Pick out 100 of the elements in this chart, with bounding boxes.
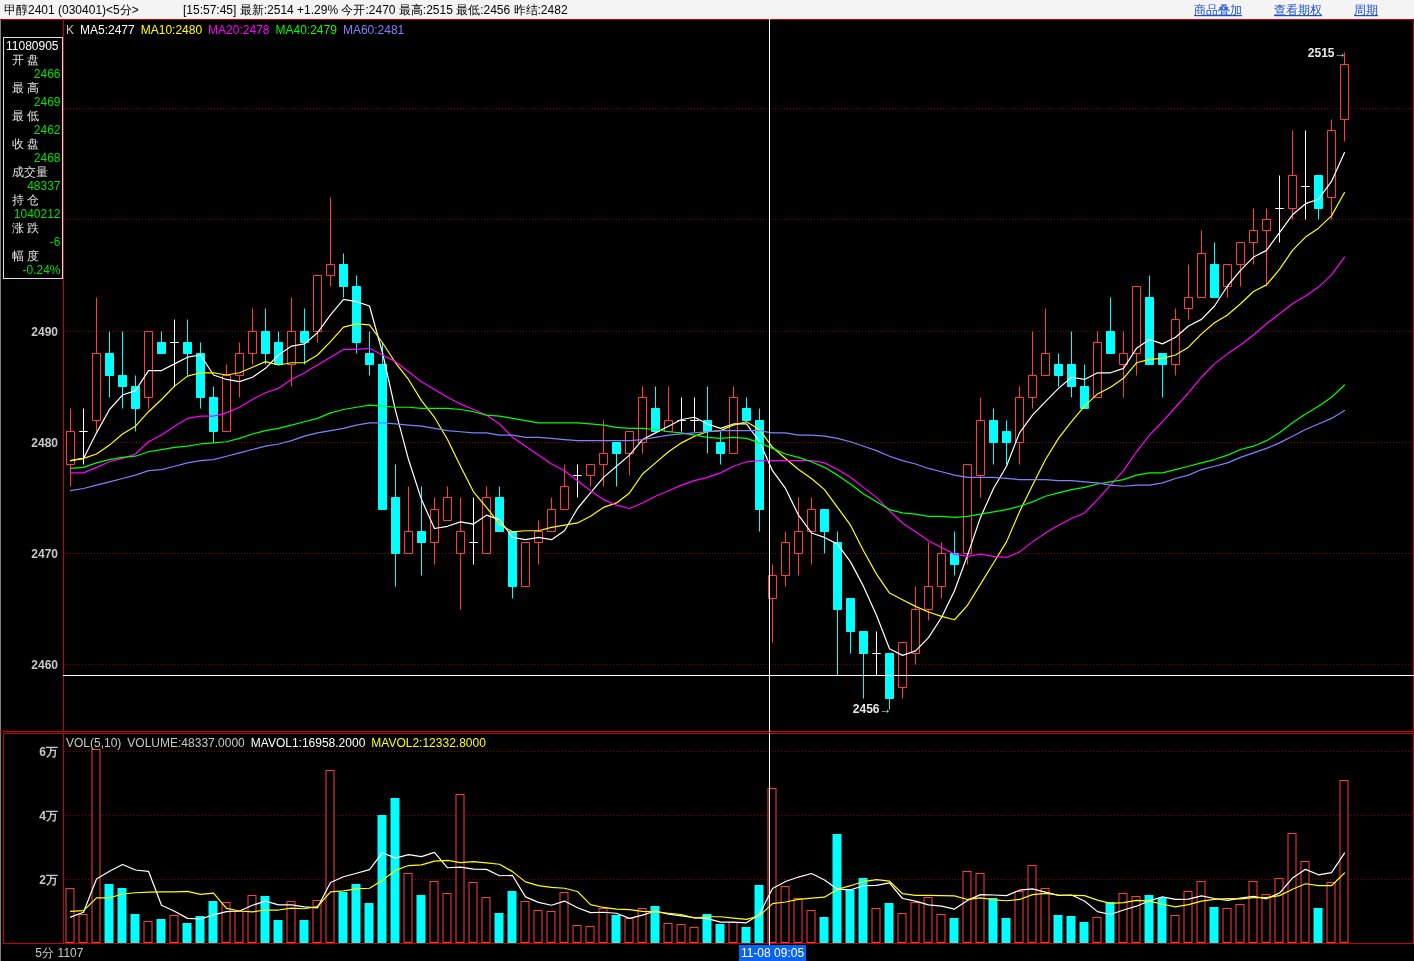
- candlestick: [482, 486, 491, 554]
- candlestick: [144, 331, 153, 409]
- candlestick: [937, 542, 946, 599]
- candlestick: [547, 497, 556, 532]
- candlestick: [911, 586, 920, 665]
- bar: [273, 920, 283, 943]
- text: 持 仓: [11, 193, 39, 207]
- bar: [1118, 893, 1128, 943]
- bar: [130, 914, 140, 943]
- candlestick: [118, 331, 127, 409]
- bar: [1014, 891, 1024, 943]
- bar: [962, 871, 972, 943]
- bar: [1274, 878, 1284, 943]
- bar: [741, 927, 751, 943]
- bar: [403, 873, 413, 943]
- candlestick: [1327, 119, 1336, 220]
- candlestick: [430, 497, 439, 565]
- text: MA20:2478: [208, 23, 270, 37]
- bar: [312, 900, 322, 943]
- line-series: [69, 859, 1346, 920]
- candlestick: [963, 464, 972, 565]
- bar: [663, 923, 673, 943]
- bar: [364, 903, 374, 943]
- bar: [598, 908, 608, 943]
- candlestick: [1184, 264, 1193, 320]
- bar: [390, 798, 400, 943]
- candlestick: [1210, 242, 1219, 298]
- candlestick: [716, 431, 725, 465]
- candlestick: [1080, 364, 1089, 409]
- candlestick: [1158, 353, 1167, 398]
- candlestick: [1132, 286, 1141, 376]
- candlestick: [131, 375, 140, 432]
- candlestick: [1093, 331, 1102, 398]
- candlestick: [1262, 208, 1271, 287]
- bar: [247, 895, 257, 943]
- bar: [1313, 908, 1323, 943]
- candlestick: [1054, 353, 1063, 387]
- candlestick: [755, 408, 764, 532]
- bar: [338, 892, 348, 943]
- candlestick: [690, 397, 699, 432]
- bar: [1326, 882, 1336, 943]
- candlestick: [768, 564, 777, 643]
- bar: [507, 891, 517, 943]
- x-tick-label: 1107: [57, 946, 84, 960]
- bar: [416, 895, 426, 943]
- chart-title: 甲醇2401 (030401)<5分>: [4, 3, 139, 17]
- bar: [806, 910, 816, 943]
- candlestick: [495, 486, 504, 532]
- bar: [494, 913, 504, 943]
- bar: [91, 749, 101, 943]
- bar: [728, 922, 738, 943]
- text: MAVOL2:12332.8000: [371, 736, 487, 750]
- bar: [299, 920, 309, 943]
- bar: [923, 897, 933, 943]
- candlestick: [729, 386, 738, 454]
- text: 成交量: [11, 165, 48, 179]
- candlestick: [781, 531, 790, 587]
- bar: [117, 888, 127, 943]
- candlestick: [1314, 175, 1323, 220]
- bar: [988, 898, 998, 943]
- candlestick: [443, 486, 452, 521]
- candlestick: [183, 319, 192, 376]
- chart-title: VOL(5,10): [66, 736, 122, 750]
- bar: [676, 924, 686, 943]
- bar: [286, 901, 296, 943]
- text: 48337: [27, 179, 61, 193]
- bar: [481, 897, 491, 943]
- bar: [1300, 861, 1310, 943]
- bar: [143, 921, 153, 943]
- bar: [1001, 918, 1011, 943]
- candlestick: [612, 442, 621, 487]
- candlestick: [1119, 331, 1128, 398]
- line-series: [69, 384, 1346, 518]
- y-tick-label: 2460: [31, 658, 59, 672]
- bar: [832, 834, 842, 943]
- text: 收 盘: [11, 137, 39, 151]
- bar: [585, 926, 595, 943]
- line-series: [69, 410, 1346, 492]
- text: 最 高: [11, 81, 39, 95]
- candlestick: [456, 497, 465, 610]
- bar: [208, 901, 218, 943]
- bar: [1261, 894, 1271, 943]
- candlestick: [1145, 275, 1154, 365]
- bar: [624, 918, 634, 943]
- candlestick: [92, 297, 101, 432]
- y-tick-label: 2480: [31, 436, 59, 450]
- candlestick: [1015, 386, 1024, 465]
- candlestick: [157, 331, 166, 354]
- bar: [234, 911, 244, 943]
- text: 1040212: [13, 207, 61, 221]
- candlestick: [417, 486, 426, 576]
- bar: [377, 815, 387, 943]
- candlestick: [846, 598, 855, 654]
- bar: [845, 890, 855, 943]
- y-tick-label: 2万: [39, 873, 58, 887]
- text: 2466: [33, 67, 61, 81]
- bar: [546, 911, 556, 943]
- candlestick: [1028, 331, 1037, 409]
- candlestick: [365, 331, 374, 376]
- candlestick: [469, 497, 478, 565]
